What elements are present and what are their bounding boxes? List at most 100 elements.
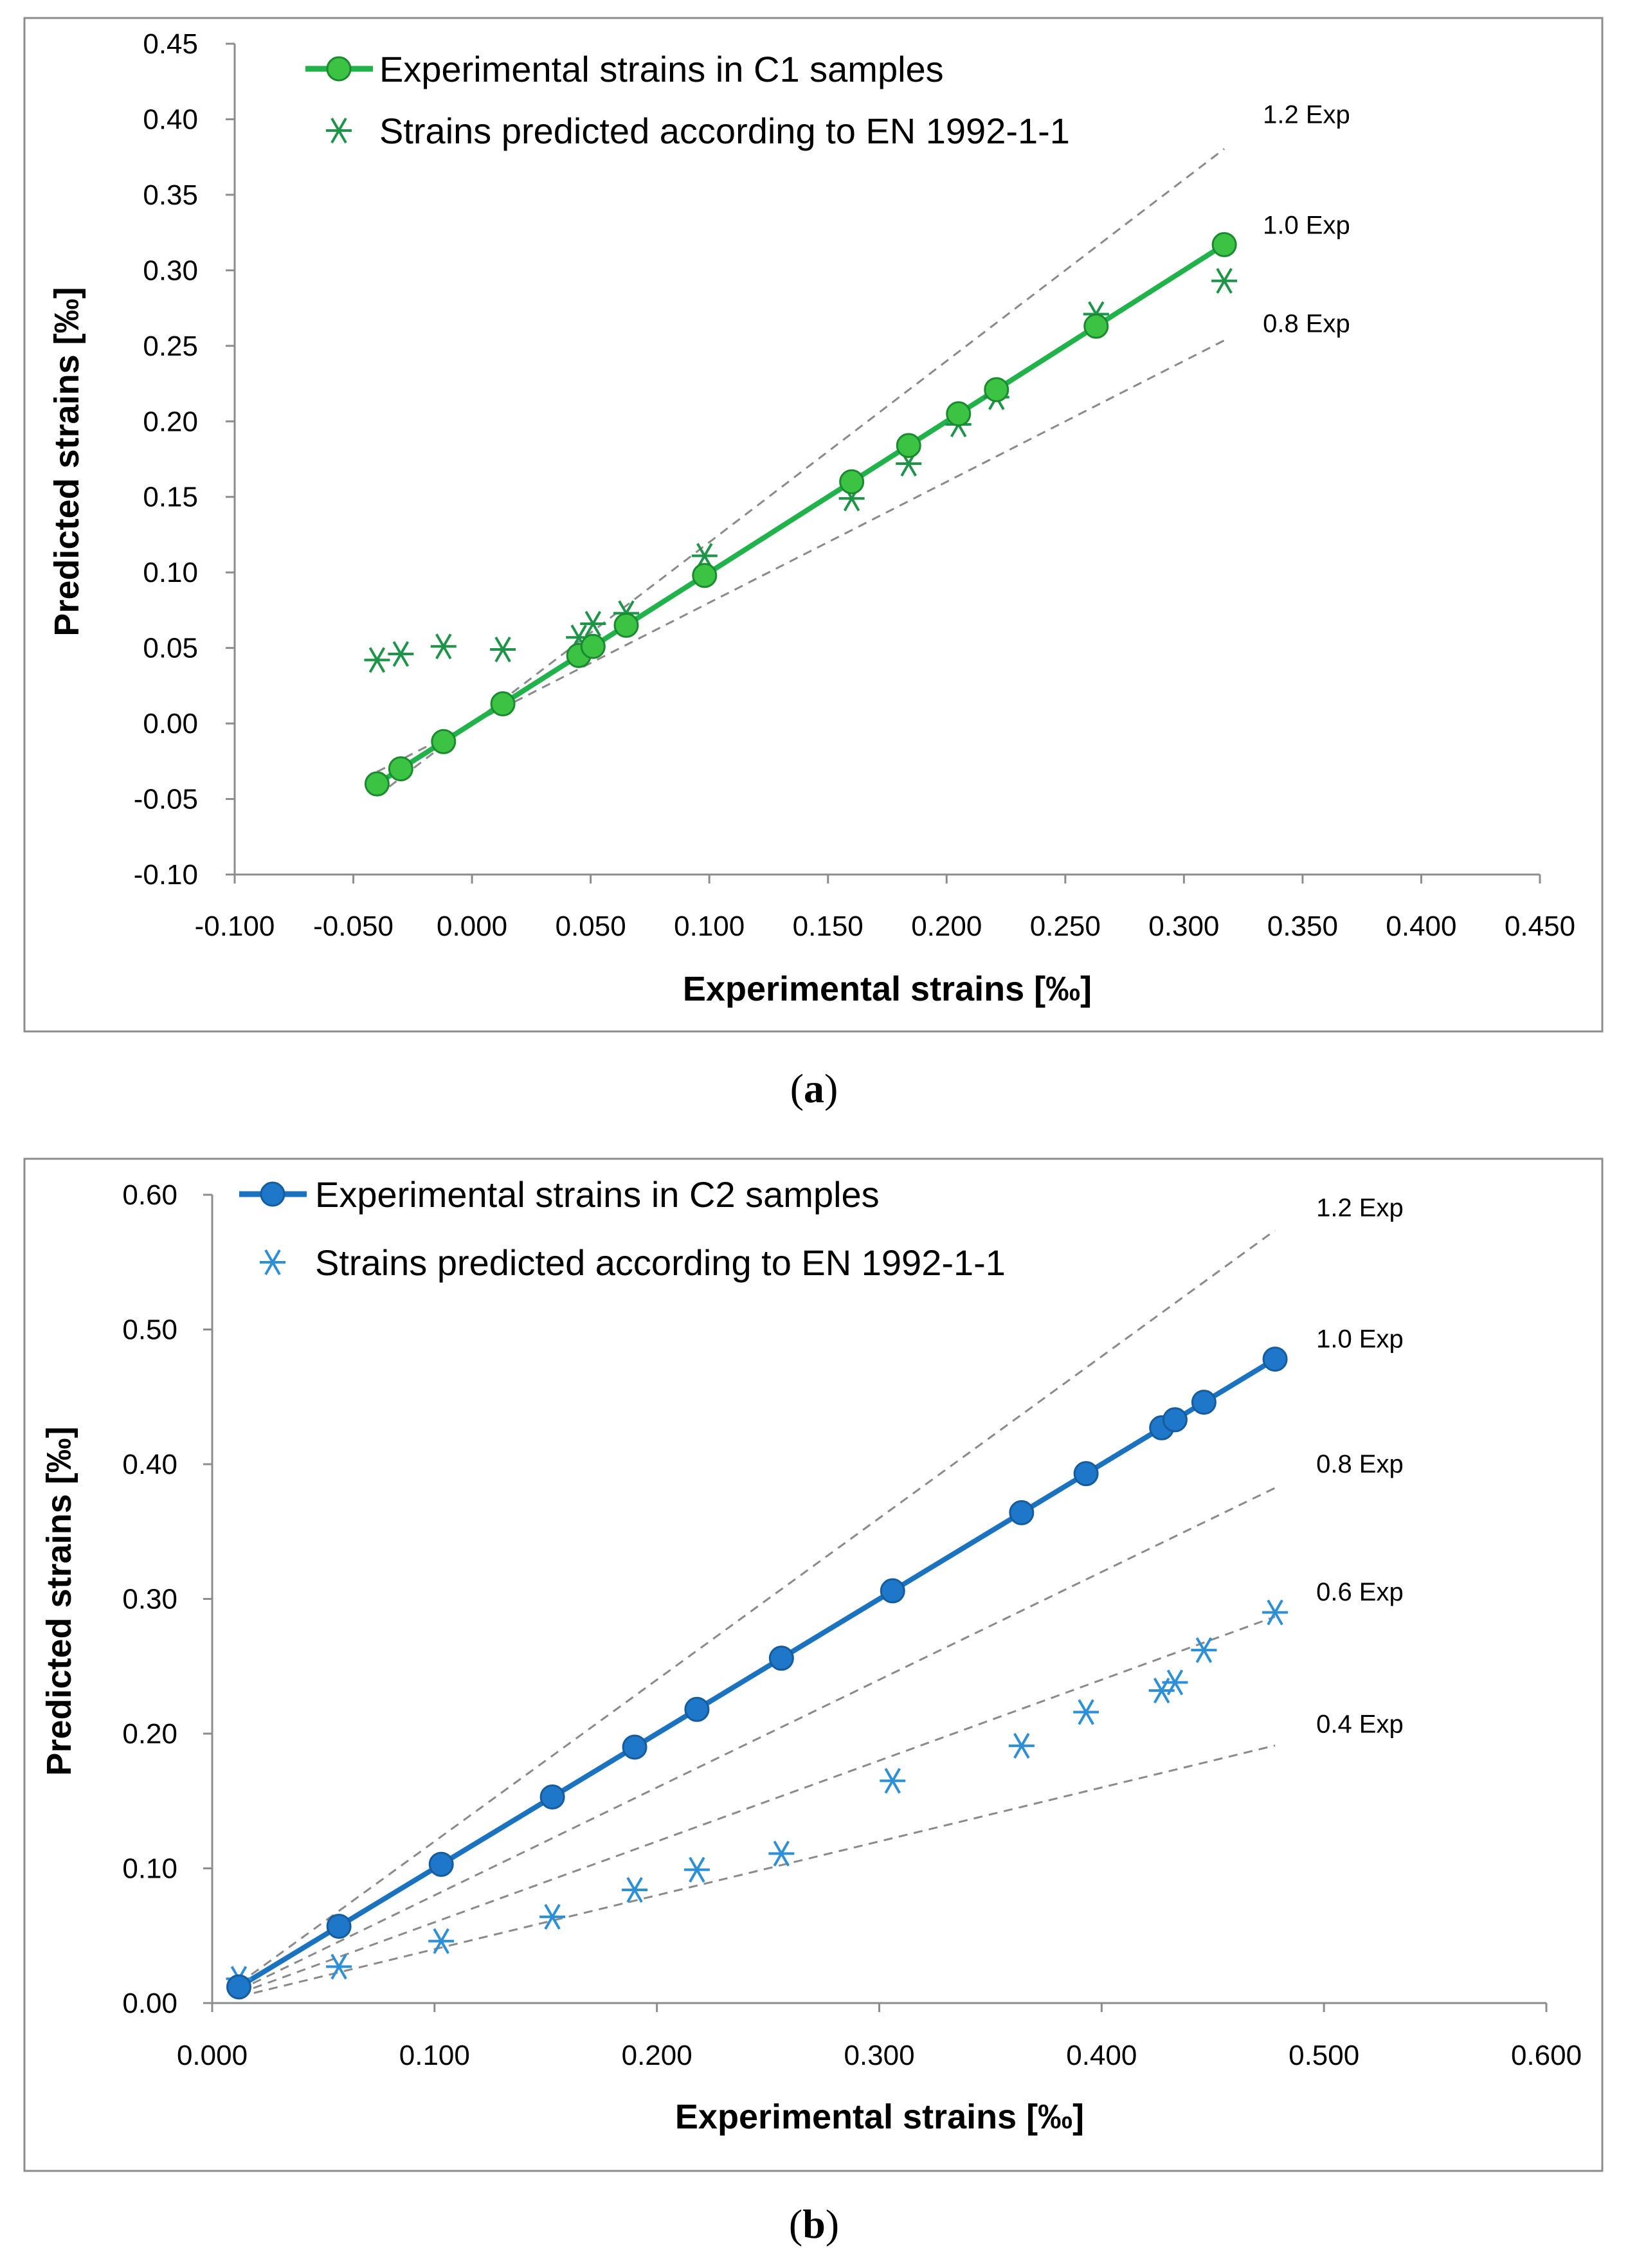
data-point-predicted-b — [768, 1840, 795, 1867]
reference-line-label-b: 1.0 Exp — [1316, 1325, 1404, 1354]
data-point-predicted-b — [428, 1928, 455, 1954]
data-point-experimental-a — [896, 433, 921, 458]
reference-line-label-b: 0.8 Exp — [1316, 1450, 1404, 1478]
y-tick-label-b: 0.50 — [122, 1314, 177, 1346]
y-tick-label-b: 0.40 — [122, 1449, 177, 1480]
y-tick-label-b: 0.60 — [122, 1179, 177, 1211]
plot-area-b: 0.000 0.100 0.200 0.300 0.400 0.500 0.600 0.00 0… — [122, 1179, 1582, 2071]
x-tick-label-a: 0.400 — [1386, 911, 1456, 942]
legend-marker-swatch-b — [260, 1181, 285, 1207]
data-point-predicted-a — [430, 633, 457, 660]
data-point-experimental-a — [839, 469, 865, 494]
data-point-predicted-b — [539, 1903, 566, 1930]
caption-open-b: ( — [789, 2201, 802, 2247]
legend-label-predicted-a: Strains predicted according to EN 1992-1… — [379, 111, 1070, 151]
caption-b: (b) — [789, 2201, 839, 2247]
data-point-predicted-b — [1191, 1637, 1217, 1664]
reference-line-a — [376, 340, 1225, 773]
data-point-predicted-b — [1262, 1599, 1289, 1626]
data-point-predicted-b — [622, 1877, 648, 1903]
y-tick-label-b: 0.30 — [122, 1584, 177, 1615]
y-tick-label-a: 0.30 — [143, 255, 198, 286]
data-point-predicted-a — [580, 611, 606, 637]
x-tick-label-a: 0.150 — [793, 911, 864, 942]
data-point-predicted-a — [490, 636, 516, 662]
x-tick-label-a: 0.450 — [1505, 911, 1575, 942]
x-axis-title-a: Experimental strains [‰] — [683, 970, 1092, 1008]
data-point-predicted-a — [388, 641, 414, 667]
data-point-experimental-a — [613, 612, 639, 638]
legend-label-predicted-b: Strains predicted according to EN 1992-1… — [315, 1242, 1006, 1283]
x-tick-label-a: -0.050 — [313, 911, 393, 942]
data-point-experimental-a — [364, 771, 390, 797]
x-tick-label-b: 0.600 — [1511, 2040, 1582, 2071]
x-tick-label-b: 0.100 — [399, 2040, 470, 2071]
y-tick-label-a: 0.45 — [143, 28, 198, 60]
data-point-experimental-a — [984, 377, 1009, 403]
data-point-experimental-b — [428, 1851, 454, 1877]
data-point-experimental-b — [1009, 1500, 1035, 1525]
caption-letter-a: a — [804, 1066, 824, 1111]
x-tick-label-b: 0.500 — [1289, 2040, 1359, 2071]
legend-a: Experimental strains in C1 samples Strai… — [305, 49, 1070, 151]
y-tick-label-a: 0.35 — [143, 179, 198, 211]
data-point-experimental-b — [622, 1734, 647, 1760]
data-point-experimental-a — [580, 633, 606, 659]
reference-line-label-b: 1.2 Exp — [1316, 1193, 1404, 1222]
x-tick-label-a: 0.250 — [1030, 911, 1101, 942]
reference-line-label-a: 1.2 Exp — [1263, 100, 1350, 129]
caption-a: (a) — [790, 1066, 838, 1111]
legend-label-experimental-b: Experimental strains in C2 samples — [315, 1174, 880, 1215]
y-tick-label-a: 0.05 — [143, 633, 198, 664]
y-tick-label-a: 0.10 — [143, 557, 198, 588]
y-tick-label-a: 0.40 — [143, 104, 198, 135]
y-axis-title-a: Predicted strains [‰] — [48, 287, 86, 636]
data-point-experimental-b — [226, 1974, 251, 2000]
data-point-experimental-a — [431, 729, 457, 754]
reference-line-label-a: 1.0 Exp — [1263, 211, 1350, 239]
x-tick-label-a: 0.100 — [674, 911, 745, 942]
y-tick-label-a: 0.15 — [143, 482, 198, 513]
plot-area-a: -0.100 -0.050 0.000 0.050 0.100 0.150 0.200 0.2… — [134, 28, 1575, 942]
data-point-predicted-b — [880, 1768, 906, 1794]
x-tick-label-a: 0.050 — [556, 911, 626, 942]
x-tick-label-a: -0.100 — [195, 911, 275, 942]
x-tick-label-a: 0.200 — [911, 911, 982, 942]
data-point-experimental-b — [326, 1914, 352, 1939]
chart-panel-a: -0.100 -0.050 0.000 0.050 0.100 0.150 0.200 0.2… — [23, 17, 1604, 1033]
legend-star-swatch-b — [260, 1249, 285, 1276]
y-tick-label-a: -0.05 — [134, 784, 198, 815]
legend-b: Experimental strains in C2 samples Strai… — [239, 1174, 1006, 1283]
data-point-experimental-b — [1262, 1347, 1288, 1372]
x-tick-label-a: 0.000 — [437, 911, 507, 942]
data-point-predicted-b — [326, 1954, 352, 1980]
reference-line-label-a: 0.8 Exp — [1263, 309, 1350, 338]
y-tick-label-b: 0.00 — [122, 1988, 177, 2019]
x-tick-label-b: 0.200 — [622, 2040, 692, 2071]
reference-line-label-b: 0.6 Exp — [1316, 1578, 1404, 1606]
caption-close-b: ) — [826, 2201, 839, 2247]
reference-line-b — [238, 1487, 1276, 1991]
data-point-experimental-b — [539, 1784, 565, 1810]
reference-line-b — [238, 1615, 1276, 1995]
chart-panel-b: 0.000 0.100 0.200 0.300 0.400 0.500 0.600 0.00 0… — [23, 1157, 1604, 2172]
data-point-predicted-b — [1073, 1699, 1099, 1725]
data-point-experimental-b — [684, 1696, 710, 1722]
chart-frame-b — [23, 1157, 1604, 2172]
data-point-experimental-a — [388, 756, 413, 782]
data-point-predicted-a — [364, 647, 390, 673]
x-axis-title-b: Experimental strains [‰] — [675, 2098, 1084, 2136]
y-tick-label-a: 0.20 — [143, 406, 198, 437]
x-tick-label-b: 0.300 — [844, 2040, 914, 2071]
y-tick-label-a: -0.10 — [134, 859, 198, 891]
caption-open-a: ( — [790, 1066, 804, 1111]
legend-marker-swatch-a — [326, 56, 352, 82]
data-point-experimental-b — [1191, 1390, 1216, 1415]
data-point-experimental-a — [692, 563, 718, 588]
x-tick-label-a: 0.350 — [1267, 911, 1338, 942]
data-point-experimental-b — [1073, 1461, 1099, 1487]
reference-line-label-b: 0.4 Exp — [1316, 1710, 1404, 1738]
chart-frame-a — [23, 17, 1604, 1033]
data-point-predicted-a — [1211, 268, 1238, 294]
